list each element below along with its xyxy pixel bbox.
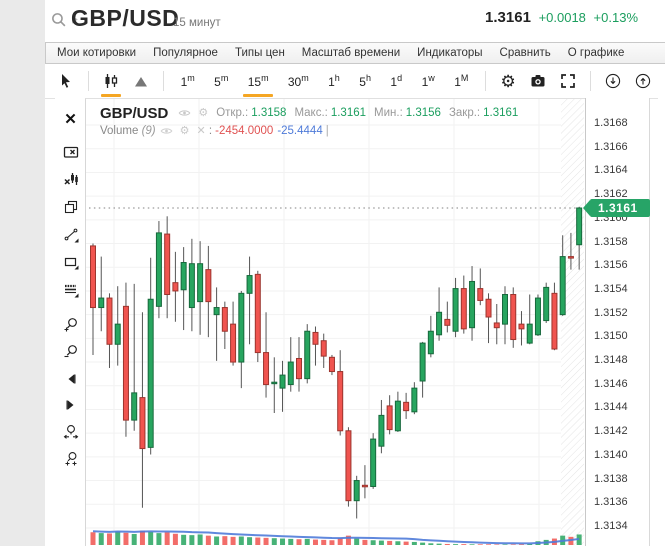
axis-label-1.3162: 1.3162 — [594, 188, 628, 201]
close-value: 1.3161 — [483, 107, 519, 119]
volume-indicator-label: Volume (9) — [100, 125, 156, 137]
drawing-sidebar: ✕ — [55, 98, 85, 546]
low-value: 1.3156 — [405, 107, 441, 119]
axis-label-1.3156: 1.3156 — [594, 259, 628, 272]
price-tag-value: 1.3161 — [590, 199, 650, 217]
erase-indicator-tool-icon[interactable] — [62, 170, 79, 187]
timeframe-1m-button[interactable]: 1m — [180, 73, 195, 89]
price-tag-pointer — [583, 200, 590, 216]
menu-item-3[interactable]: Типы цен — [234, 47, 285, 59]
timeframe-15m-button[interactable]: 15m — [241, 69, 275, 97]
horizontal-lines-tool-icon[interactable] — [62, 281, 79, 298]
erase-drawing-tool-icon[interactable] — [62, 143, 79, 160]
settings-button[interactable]: ⚙ — [500, 71, 516, 91]
trend-line-tool-icon[interactable] — [62, 226, 79, 243]
volume-tail: | — [325, 125, 329, 137]
area-type-button[interactable] — [129, 69, 153, 93]
volume-gear-icon[interactable]: ⚙ — [179, 124, 190, 137]
high-value: 1.3161 — [330, 107, 367, 119]
toolbar-separator — [485, 71, 487, 91]
zoom-in-tool-icon[interactable] — [62, 316, 79, 333]
pan-left-tool-icon[interactable] — [62, 370, 79, 387]
timeframe-5m-button[interactable]: 5m — [214, 73, 229, 89]
menu-item-4[interactable]: Масштаб времени — [301, 47, 401, 59]
chart-legend: GBP/USD ⚙ Откр.: 1.3158 Макс.: 1.3161 Мин.… — [100, 104, 519, 138]
chart-pane[interactable] — [85, 98, 585, 546]
timeframe-1w-button[interactable]: 1w — [421, 73, 435, 89]
axis-label-1.3154: 1.3154 — [594, 282, 628, 295]
eye-icon[interactable] — [178, 108, 191, 118]
menu-bar: Мои котировки Популярное Типы цен Масштаб в… — [45, 42, 665, 64]
axis-label-1.3134: 1.3134 — [594, 519, 628, 532]
menu-item-1[interactable]: Мои котировки — [57, 47, 137, 59]
price-axis[interactable]: 1.3168 1.3166 1.3164 1.3162 1.3160 1.3158 1.31… — [585, 98, 650, 546]
axis-label-1.3140: 1.3140 — [594, 448, 628, 461]
menu-item-2[interactable]: Популярное — [153, 47, 218, 59]
axis-label-1.3148: 1.3148 — [594, 354, 628, 367]
symbol-title: GBP/USD — [71, 5, 180, 31]
timeframe-1d-button[interactable]: 1d — [390, 73, 403, 89]
menu-item-5[interactable]: Индикаторы — [417, 47, 483, 59]
low-label: Мин.: — [374, 107, 403, 119]
high-label: Макс.: — [294, 107, 328, 119]
candlestick-chart[interactable] — [86, 99, 584, 545]
menu-item-7[interactable]: О графике — [567, 47, 625, 59]
axis-label-1.3168: 1.3168 — [594, 117, 628, 130]
header: GBP/USD 15 минут 1.3161 +0.0018 +0.13% — [45, 0, 658, 40]
axis-label-1.3164: 1.3164 — [594, 164, 628, 177]
axis-label-1.3158: 1.3158 — [594, 235, 628, 248]
toolbar-separator — [162, 71, 164, 91]
zoom-range-tool-icon[interactable] — [62, 423, 79, 440]
axis-label-1.3146: 1.3146 — [594, 377, 628, 390]
axis-label-1.3144: 1.3144 — [594, 401, 628, 414]
axis-label-1.3150: 1.3150 — [594, 330, 628, 343]
quote-block: 1.3161 +0.0018 +0.13% — [485, 9, 638, 26]
axis-label-1.3138: 1.3138 — [594, 472, 628, 485]
volume-eye-icon[interactable] — [160, 126, 173, 136]
zoom-reset-tool-icon[interactable] — [62, 450, 79, 467]
menu-item-6[interactable]: Сравнить — [499, 47, 551, 59]
timeframe-1M-button[interactable]: 1M — [454, 73, 469, 89]
caret-right-icon — [68, 13, 81, 26]
current-price-tag: 1.3161 — [583, 199, 650, 217]
axis-label-1.3136: 1.3136 — [594, 496, 628, 509]
timeframe-30m-button[interactable]: 30m — [287, 73, 309, 89]
toolbar: 1m 5m 15m 30m 1h 5h 1d 1w 1M ⚙ — [45, 64, 658, 99]
timeframe-1h-button[interactable]: 1h — [328, 73, 340, 89]
save-chart-button[interactable] — [601, 69, 625, 93]
pan-right-tool-icon[interactable] — [62, 396, 79, 413]
price-change-abs: +0.0018 — [538, 10, 586, 25]
fullscreen-button[interactable] — [556, 69, 580, 93]
series-settings-gear-icon[interactable]: ⚙ — [198, 106, 209, 119]
timeframe-5h-button[interactable]: 5h — [359, 73, 371, 89]
open-value: 1.3158 — [251, 107, 287, 119]
timeframe-label: 15 минут — [173, 17, 221, 29]
toolbar-separator — [590, 71, 592, 91]
candles-type-button[interactable] — [99, 69, 123, 97]
legend-symbol: GBP/USD — [100, 104, 169, 122]
zoom-out-tool-icon[interactable] — [62, 343, 79, 360]
price-change-pct: +0.13% — [593, 10, 638, 25]
duplicate-tool-icon[interactable] — [62, 198, 79, 215]
rectangle-tool-icon[interactable] — [62, 253, 79, 270]
toolbar-separator — [87, 71, 89, 91]
snapshot-button[interactable] — [526, 69, 550, 93]
search-icon[interactable] — [50, 11, 67, 28]
axis-label-1.3142: 1.3142 — [594, 425, 628, 438]
cursor-tool-button[interactable] — [54, 69, 78, 93]
last-price: 1.3161 — [485, 9, 531, 26]
close-tool-icon[interactable]: ✕ — [64, 110, 77, 128]
volume-remove-icon[interactable]: ✕ — [196, 124, 206, 137]
close-label: Закр.: — [448, 107, 481, 119]
axis-label-1.3152: 1.3152 — [594, 306, 628, 319]
open-label: Откр.: — [216, 107, 249, 119]
volume-value-2: -25.4444 — [277, 125, 323, 137]
load-chart-button[interactable] — [631, 69, 655, 93]
volume-value-1: -2454.0000 — [215, 125, 274, 137]
axis-label-1.3166: 1.3166 — [594, 140, 628, 153]
